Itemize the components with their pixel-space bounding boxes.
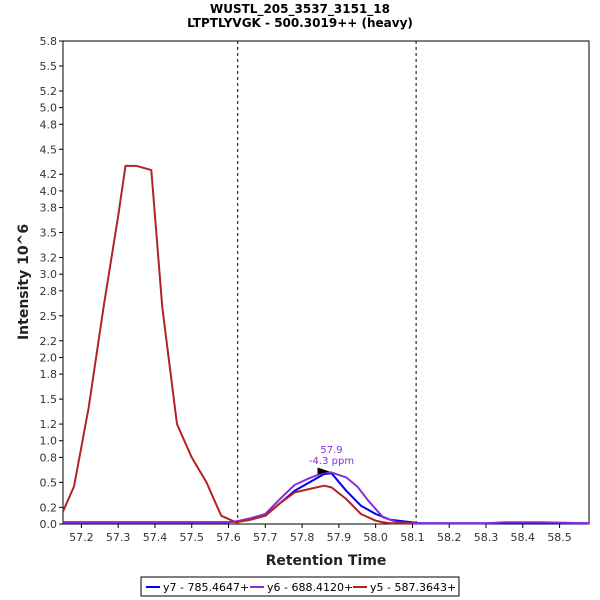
y-tick-label: 1.8 <box>40 368 58 381</box>
x-tick-label: 58.5 <box>547 531 572 544</box>
y-tick-label: 2.5 <box>40 310 58 323</box>
x-tick-label: 57.3 <box>106 531 131 544</box>
y-tick-label: 5.5 <box>40 60 58 73</box>
y-axis-ticks: 0.0 0.2 0.5 0.8 1.0 1.2 1.5 1.8 2.0 2.2 2.5 2.8 3.0 3… <box>40 35 63 531</box>
y-axis-label: Intensity 10^6 <box>16 224 32 340</box>
x-tick-label: 58.0 <box>363 531 388 544</box>
integration-bounds <box>237 41 417 524</box>
plot-area <box>62 40 590 525</box>
x-tick-label: 57.6 <box>216 531 241 544</box>
y-tick-label: 4.5 <box>40 143 58 156</box>
legend-box <box>140 576 460 597</box>
y-tick-label: 4.0 <box>40 185 58 198</box>
y-tick-label: 1.0 <box>40 435 58 448</box>
y-tick-label: 0.0 <box>40 518 58 531</box>
y-tick-label: 4.2 <box>40 168 58 181</box>
x-tick-label: 57.5 <box>179 531 204 544</box>
y-tick-label: 0.5 <box>40 476 58 489</box>
y-tick-label: 2.8 <box>40 285 58 298</box>
x-axis-ticks: 57.2 57.3 57.4 57.5 57.6 57.7 57.8 57.9 58.0 58.1… <box>69 524 572 544</box>
series-line <box>63 471 590 525</box>
peak-pointer-arrow <box>317 467 330 475</box>
x-tick-label: 58.1 <box>400 531 425 544</box>
chart-title: WUSTL_205_3537_3151_18 <box>210 2 390 17</box>
x-tick-label: 58.2 <box>437 531 462 544</box>
legend-label: y6 - 688.4120+ <box>267 581 353 594</box>
x-tick-label: 57.2 <box>69 531 94 544</box>
y-tick-label: 3.2 <box>40 252 58 265</box>
legend: y7 - 785.4647+ y6 - 688.4120+ y5 - 587.364… <box>140 576 460 597</box>
y-tick-label: 4.8 <box>40 118 58 131</box>
y-tick-label: 0.8 <box>40 451 58 464</box>
y-tick-label: 2.2 <box>40 335 58 348</box>
y-tick-label: 3.0 <box>40 268 58 281</box>
legend-label: y5 - 587.3643+ <box>370 581 456 594</box>
series-line <box>62 164 413 525</box>
peak-annotation-label: 57.9 <box>320 445 342 456</box>
x-tick-label: 57.9 <box>327 531 352 544</box>
legend-items: y7 - 785.4647+ y6 - 688.4120+ y5 - 587.364… <box>146 581 456 594</box>
y-tick-label: 5.0 <box>40 102 58 115</box>
y-tick-label: 3.8 <box>40 202 58 215</box>
x-tick-label: 58.4 <box>511 531 536 544</box>
x-tick-label: 58.3 <box>474 531 499 544</box>
peak-annotation-label: -4.3 ppm <box>309 456 354 467</box>
chart-subtitle: LTPTLYVGK - 500.3019++ (heavy) <box>187 16 413 30</box>
y-tick-label: 5.2 <box>40 85 58 98</box>
x-tick-label: 57.8 <box>290 531 315 544</box>
x-tick-label: 57.7 <box>253 531 278 544</box>
series-layer <box>62 164 590 525</box>
legend-label: y7 - 785.4647+ <box>163 581 249 594</box>
y-tick-label: 1.2 <box>40 418 58 431</box>
x-tick-label: 57.4 <box>143 531 168 544</box>
y-tick-label: 0.2 <box>40 501 58 514</box>
x-axis-label: Retention Time <box>266 553 387 569</box>
peak-annotations: 57.9-4.3 ppm <box>309 445 354 475</box>
y-tick-label: 3.5 <box>40 227 58 240</box>
y-tick-label: 1.5 <box>40 393 58 406</box>
y-tick-label: 5.8 <box>40 35 58 48</box>
y-tick-label: 2.0 <box>40 351 58 364</box>
